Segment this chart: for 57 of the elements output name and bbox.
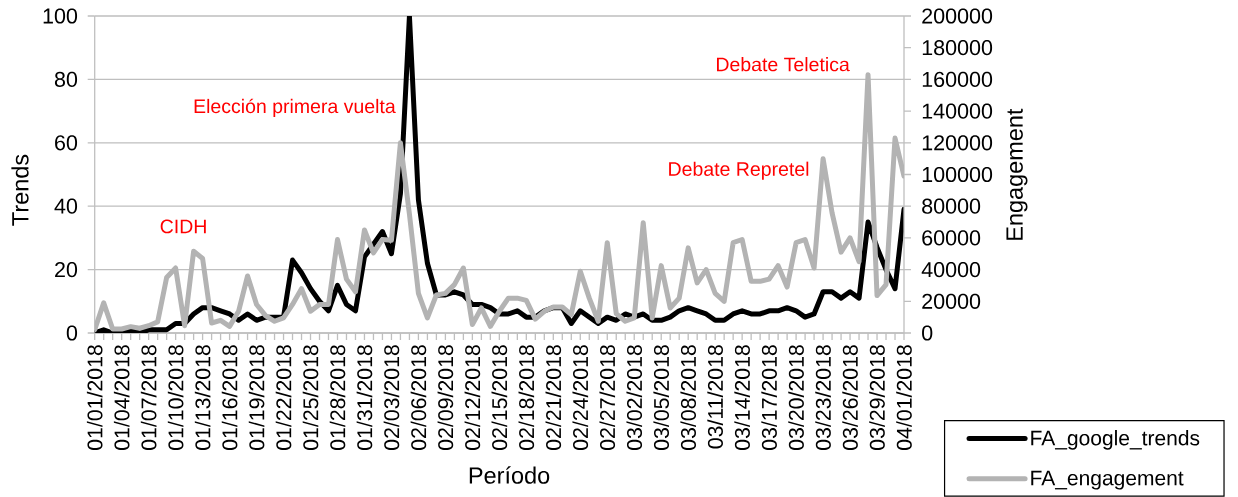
x-tick-label: 03/29/2018	[869, 345, 885, 450]
x-tick-label: 03/17/2018	[761, 345, 777, 450]
x-tick-label: 01/16/2018	[221, 345, 238, 450]
x-tick-label: 03/05/2018	[653, 345, 670, 450]
x-tick-label: 01/10/2018	[167, 345, 184, 450]
y2-tick-label: 160000	[922, 71, 993, 87]
x-tick-label: 01/31/2018	[356, 345, 373, 450]
x-tick-label: 04/01/2018	[896, 345, 912, 450]
x-tick-label: 03/26/2018	[842, 345, 858, 450]
y2-tick-label: 20000	[922, 293, 981, 309]
x-tick-label: 02/27/2018	[599, 345, 616, 450]
x-tick-label: 02/12/2018	[464, 345, 481, 450]
annotation: Debate Teletica	[716, 57, 850, 72]
x-tick-label: 03/08/2018	[680, 345, 697, 450]
y-axis-title: Trends	[11, 154, 29, 226]
x-tick-label: 01/19/2018	[248, 345, 265, 450]
y-tick-label: 60	[55, 135, 78, 151]
y2-tick-label: 0	[922, 325, 933, 341]
x-tick-label: 01/04/2018	[113, 345, 130, 450]
annotation: CIDH	[160, 219, 206, 234]
y2-tick-label: 60000	[922, 230, 981, 246]
y2-tick-label: 140000	[922, 103, 993, 119]
x-tick-label: 02/03/2018	[383, 345, 400, 450]
x-tick-label: 03/23/2018	[815, 345, 831, 450]
y-tick-label: 20	[55, 261, 78, 278]
x-tick-label: 01/25/2018	[302, 345, 319, 450]
x-tick-label: 02/18/2018	[518, 345, 535, 450]
x-tick-label: 01/01/2018	[86, 345, 103, 450]
y2-tick-label: 200000	[922, 8, 993, 24]
y2-tick-label: 80000	[922, 198, 981, 214]
y-tick-label: 40	[54, 198, 78, 214]
y-tick-label: 0	[66, 325, 78, 341]
x-tick-label: 01/22/2018	[275, 345, 292, 450]
legend-label: FA_google_trends	[1031, 430, 1200, 450]
x-axis-title: Período	[469, 466, 550, 484]
legend-label: FA_engagement	[1031, 470, 1184, 490]
x-tick-label: 01/28/2018	[329, 345, 346, 450]
y2-tick-label: 120000	[922, 135, 993, 151]
y2-tick-label: 40000	[921, 261, 981, 278]
y2-tick-label: 180000	[922, 40, 993, 56]
x-tick-label: 01/13/2018	[194, 345, 211, 450]
x-tick-label: 03/20/2018	[788, 345, 804, 450]
x-tick-label: 03/11/2018	[707, 345, 723, 449]
x-tick-label: 02/06/2018	[410, 345, 427, 450]
x-tick-label: 02/09/2018	[437, 345, 454, 450]
x-tick-label: 01/07/2018	[140, 345, 157, 450]
y-tick-label: 80	[54, 71, 78, 87]
annotation: Debate Repretel	[669, 161, 809, 180]
y-tick-label: 100	[43, 8, 78, 24]
x-tick-label: 03/02/2018	[626, 345, 643, 450]
y2-tick-label: 100000	[922, 166, 993, 183]
y2-axis-title: Engagement	[1006, 108, 1028, 240]
x-tick-label: 02/15/2018	[491, 345, 508, 450]
annotation: Elección primera vuelta	[194, 98, 396, 118]
x-tick-label: 02/24/2018	[572, 345, 589, 450]
x-tick-label: 02/21/2018	[545, 345, 562, 450]
x-tick-label: 03/14/2018	[734, 345, 750, 450]
